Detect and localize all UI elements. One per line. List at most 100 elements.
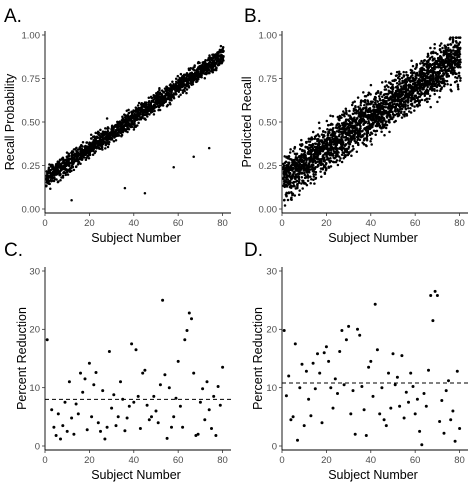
panel-b-data-point — [377, 91, 380, 94]
panel-b-data-point — [406, 104, 410, 107]
panel-a-data-point — [91, 153, 95, 156]
panel-b-data-point — [405, 112, 408, 116]
panel-b-data-point — [428, 87, 432, 91]
panel-b-data-point — [337, 118, 341, 121]
panel-b-data-point — [380, 127, 383, 130]
panel-b-data-point — [322, 148, 325, 151]
panel-a-data-point — [191, 80, 195, 84]
panel-b-data-point — [417, 95, 421, 99]
panel-a-data-point — [138, 113, 142, 116]
panel-b-data-point — [289, 166, 292, 169]
panel-b-data-point — [445, 79, 449, 83]
panel-a-data-point — [100, 138, 104, 142]
panel-d-data-point — [389, 406, 393, 410]
panel-a-data-point — [185, 88, 189, 91]
panel-b-data-point — [424, 77, 427, 81]
panel-c-data-point — [85, 428, 89, 432]
panel-b-data-point — [311, 142, 315, 146]
panel-c-data-point — [61, 424, 65, 428]
panel-b-data-point — [442, 81, 445, 85]
panel-b-data-point — [359, 125, 362, 128]
panel-b-data-point — [366, 102, 370, 105]
panel-b-data-point — [409, 99, 413, 103]
panel-d-data-point — [420, 443, 424, 447]
panel-b-data-point — [432, 65, 436, 69]
panel-a-data-point — [179, 93, 182, 96]
panel-b-data-point — [298, 189, 301, 192]
panel-a-data-point — [117, 133, 120, 137]
panel-b-data-point — [402, 84, 405, 88]
panel-b-plot: 0.00 0.25 0.50 0.75 1.00 0 20 40 60 80 — [259, 30, 468, 229]
panel-a-data-point — [105, 142, 108, 146]
panel-c-data-point — [63, 400, 67, 404]
panel-b-data-point — [415, 104, 419, 107]
panel-a-data-point — [88, 145, 91, 148]
panel-b-data-point — [345, 111, 348, 115]
panel-a-data-point — [90, 137, 93, 140]
panel-b-data-point — [424, 89, 428, 93]
panel-b-data-point — [311, 130, 315, 134]
panel-b-data-point — [359, 108, 363, 112]
panel-a-x-tick-label: 20 — [84, 218, 95, 229]
panel-b-data-point — [322, 156, 326, 160]
panel-a-data-point — [104, 127, 107, 130]
panel-b-data-point — [409, 107, 412, 110]
panel-b-data-point — [353, 139, 356, 143]
panel-b-data-point — [377, 122, 381, 126]
panel-a-data-point — [61, 176, 65, 179]
panel-b-data-point — [399, 111, 403, 114]
panel-b-data-point — [318, 152, 322, 155]
panel-b-data-point — [388, 130, 391, 134]
panel-b-data-point — [430, 55, 434, 59]
panel-b-data-point — [369, 93, 372, 96]
panel-b-data-point — [454, 62, 457, 65]
panel-b-data-point — [425, 75, 429, 78]
panel-b-data-point — [397, 83, 401, 86]
panel-a-data-point — [163, 87, 167, 90]
panel-b-data-point — [293, 180, 296, 184]
panel-b-data-point — [287, 161, 290, 165]
panel-b-data-point — [441, 58, 445, 62]
panel-b-data-point — [298, 171, 301, 175]
panel-b-data-point — [429, 46, 432, 50]
panel-a-data-point — [130, 113, 134, 117]
panel-d-data-point — [327, 359, 331, 363]
panel-b-data-point — [314, 177, 317, 181]
panel-b-data-point — [302, 179, 305, 183]
panel-b-data-point — [331, 115, 335, 118]
panel-a-data-point — [216, 63, 220, 67]
panel-b-data-point — [362, 111, 365, 114]
panel-b-data-point — [339, 157, 342, 160]
panel-c-data-point — [185, 329, 189, 332]
panel-b-data-point — [389, 72, 393, 75]
panel-a-data-point — [123, 124, 126, 128]
panel-b-data-point — [413, 97, 416, 101]
panel-b-data-point — [290, 176, 294, 180]
panel-b-x-tick-label: 60 — [410, 218, 421, 229]
panel-b-data-point — [370, 132, 374, 135]
panel-d-data-point — [387, 371, 390, 375]
panel-a-data-point — [200, 75, 203, 79]
panel-b-data-point — [393, 120, 396, 124]
panel-b-data-point — [362, 123, 365, 126]
panel-b-data-point — [371, 121, 375, 125]
panel-b-data-point — [425, 97, 429, 100]
panel-a-data-point — [119, 131, 123, 135]
panel-b-data-point — [312, 178, 315, 181]
panel-b-data-point — [296, 183, 299, 186]
panel-b-data-point — [323, 172, 327, 176]
panel-b-data-point — [390, 101, 394, 104]
panel-b-data-point — [436, 78, 440, 81]
panel-b-data-point — [406, 74, 410, 77]
panel-b-data-point — [400, 107, 404, 110]
panel-d-x-tick-label: 60 — [410, 455, 421, 466]
panel-c-data-point — [145, 403, 149, 407]
panel-b-data-point — [304, 154, 307, 158]
panel-b-data-point — [365, 107, 368, 111]
panel-b-data-point — [350, 131, 354, 135]
panel-a-plot: 0.00 0.25 0.50 0.75 1.00 0 20 40 60 80 — [22, 30, 231, 229]
panel-b-data-point — [399, 72, 402, 76]
panel-b-data-point — [344, 124, 347, 128]
panel-a-data-point — [176, 74, 180, 78]
panel-a-data-point — [132, 128, 136, 131]
